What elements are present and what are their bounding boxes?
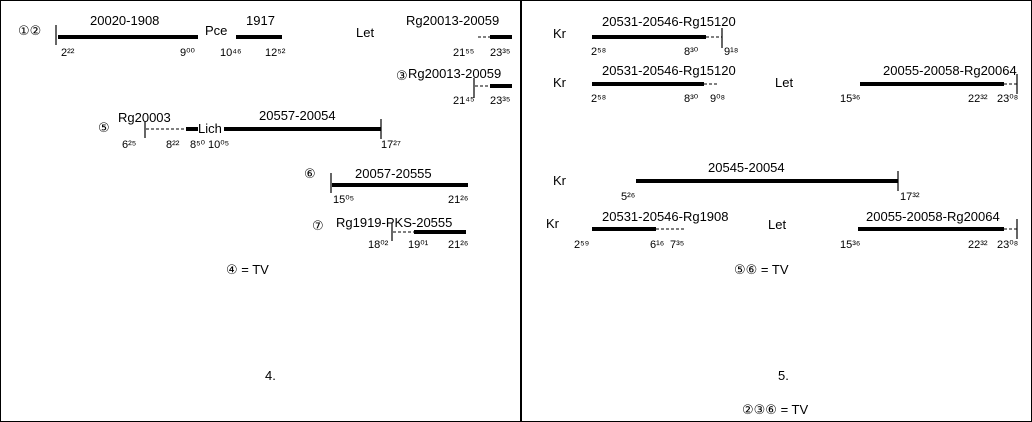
time-mid: 6¹⁶ bbox=[650, 239, 664, 251]
time-end: 17³² bbox=[900, 191, 920, 203]
track-prefix: Kr bbox=[553, 173, 567, 188]
time-mid: 22³² bbox=[968, 93, 988, 105]
time-start: 18⁰² bbox=[368, 239, 389, 251]
track-marker: ⑦ bbox=[312, 218, 324, 233]
track-marker: ③ bbox=[396, 68, 408, 83]
track-marker: ⑤ bbox=[98, 120, 110, 135]
segment-label: Rg20013-20059 bbox=[406, 13, 499, 28]
time-end: 9¹⁸ bbox=[724, 46, 738, 58]
time-start: 2⁵⁸ bbox=[591, 46, 606, 58]
track-p4-1: ①② 20020-1908 2²² 9⁰⁰ Pce 1917 10⁴⁶ 12⁵²… bbox=[18, 13, 512, 59]
time-end: 8²² bbox=[166, 139, 180, 151]
segment-label: 20020-1908 bbox=[90, 13, 159, 28]
segment-label: Rg20013-20059 bbox=[408, 66, 501, 81]
time-start: 15⁰⁵ bbox=[333, 194, 354, 206]
time-end: 23⁰⁸ bbox=[997, 239, 1018, 251]
time-end: 21²⁶ bbox=[448, 194, 468, 206]
time-end: 7³⁵ bbox=[670, 239, 684, 251]
time-start: 2²² bbox=[61, 47, 75, 59]
time-start: 6²⁵ bbox=[122, 139, 136, 151]
time-end: 23³⁵ bbox=[490, 95, 510, 107]
segment-label: 20057-20555 bbox=[355, 166, 432, 181]
track-p5-1: Kr 20531-20546-Rg15120 2⁵⁸ 8³⁰ 9¹⁸ bbox=[553, 14, 738, 58]
footnote: ⑤⑥ = TV bbox=[734, 262, 789, 277]
segment-label: 20055-20058-Rg20064 bbox=[883, 63, 1017, 78]
segment-label: Rg1919-PKS-20555 bbox=[336, 215, 452, 230]
panel-4: ①② 20020-1908 2²² 9⁰⁰ Pce 1917 10⁴⁶ 12⁵²… bbox=[18, 13, 512, 383]
segment-label: 20545-20054 bbox=[708, 160, 785, 175]
segment-label: 20055-20058-Rg20064 bbox=[866, 209, 1000, 224]
time-start: 10⁴⁶ bbox=[220, 47, 242, 59]
segment-label: 20557-20054 bbox=[259, 108, 336, 123]
track-p4-5: ⑦ Rg1919-PKS-20555 18⁰² 19⁰¹ 21²⁶ bbox=[312, 215, 468, 251]
track-p4-2: ③ Rg20013-20059 21⁴⁵ 23³⁵ bbox=[396, 66, 512, 107]
station-label: Let bbox=[356, 25, 374, 40]
time-end: 12⁵² bbox=[265, 47, 286, 59]
time-end: 17²⁷ bbox=[381, 139, 401, 151]
station-label: Let bbox=[775, 75, 793, 90]
time-end: 23⁰⁸ bbox=[997, 93, 1018, 105]
segment-label: 20531-20546-Rg1908 bbox=[602, 209, 729, 224]
track-p5-3: Kr 20545-20054 5²⁶ 17³² bbox=[553, 160, 920, 203]
time-mid: 22³² bbox=[968, 239, 988, 251]
time-start: 15³⁶ bbox=[840, 93, 860, 105]
track-p4-3: ⑤ Rg20003 6²⁵ 8²² Lich 8⁵⁰ 20557-20054 1… bbox=[98, 108, 401, 151]
track-p4-4: ⑥ 20057-20555 15⁰⁵ 21²⁶ bbox=[304, 166, 468, 206]
time-start: 2⁵⁸ bbox=[591, 93, 606, 105]
footnote: ④ = TV bbox=[226, 262, 269, 277]
time-start: 15³⁶ bbox=[840, 239, 860, 251]
time-mid: 19⁰¹ bbox=[408, 239, 429, 251]
time-start: 21⁴⁵ bbox=[453, 95, 475, 107]
page-number: 4. bbox=[265, 368, 276, 383]
track-prefix: Kr bbox=[553, 75, 567, 90]
time-start: 21⁵⁵ bbox=[453, 47, 474, 59]
time-start: 10⁰⁵ bbox=[208, 139, 229, 151]
time-arrival: 8⁵⁰ bbox=[190, 139, 206, 151]
time-end: 21²⁶ bbox=[448, 239, 468, 251]
panel-5: Kr 20531-20546-Rg15120 2⁵⁸ 8³⁰ 9¹⁸ Kr 20… bbox=[546, 14, 1018, 417]
track-marker: ⑥ bbox=[304, 166, 316, 181]
track-prefix: Kr bbox=[553, 26, 567, 41]
segment-label: 20531-20546-Rg15120 bbox=[602, 14, 736, 29]
time-mid: 8³⁰ bbox=[684, 46, 699, 58]
track-p5-2: Kr 20531-20546-Rg15120 2⁵⁸ 8³⁰ 9⁰⁸ Let 2… bbox=[553, 63, 1018, 105]
track-prefix: Kr bbox=[546, 216, 560, 231]
time-start: 2⁵⁹ bbox=[574, 239, 589, 251]
track-p5-4: Kr 20531-20546-Rg1908 2⁵⁹ 6¹⁶ 7³⁵ Let 20… bbox=[546, 209, 1018, 251]
station-label: Pce bbox=[205, 23, 227, 38]
time-end: 9⁰⁸ bbox=[710, 93, 725, 105]
segment-label: Rg20003 bbox=[118, 110, 171, 125]
track-marker: ①② bbox=[18, 23, 41, 38]
footnote: ②③⑥ = TV bbox=[742, 402, 808, 417]
panel-4-frame bbox=[1, 1, 521, 422]
segment-label: 20531-20546-Rg15120 bbox=[602, 63, 736, 78]
station-label: Let bbox=[768, 217, 786, 232]
station-label: Lich bbox=[198, 121, 222, 136]
time-start: 5²⁶ bbox=[621, 191, 635, 203]
time-end: 23³⁵ bbox=[490, 47, 510, 59]
page-number: 5. bbox=[778, 368, 789, 383]
time-end: 9⁰⁰ bbox=[180, 47, 196, 59]
time-mid: 8³⁰ bbox=[684, 93, 699, 105]
segment-label: 1917 bbox=[246, 13, 275, 28]
